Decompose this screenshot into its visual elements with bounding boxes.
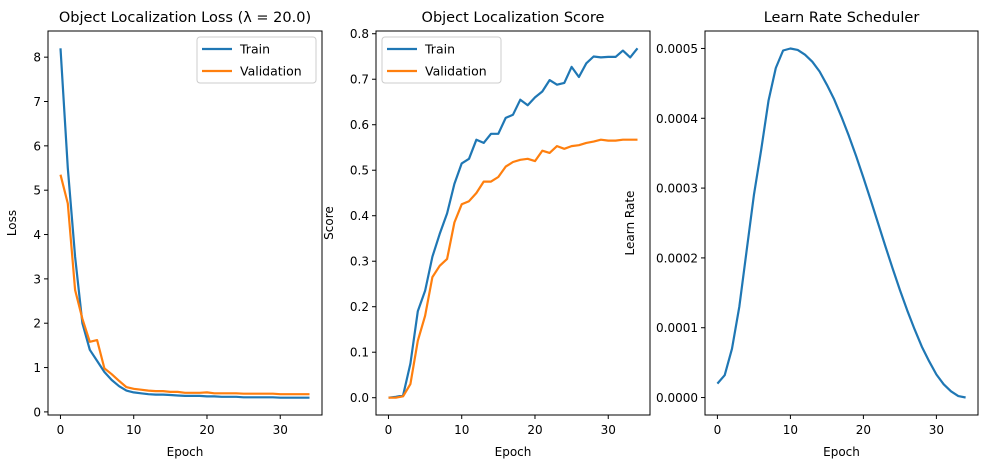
chart-title: Object Localization Loss (λ = 20.0)	[59, 10, 311, 26]
legend-label: Validation	[425, 64, 487, 79]
legend: Train Validation	[381, 36, 502, 84]
x-tick-label: 30	[273, 423, 288, 437]
series-line-validation	[59, 174, 310, 396]
y-axis-label: Learn Rate	[623, 191, 637, 256]
y-tick-label: 0.0003	[656, 182, 698, 196]
y-axis-label: Score	[322, 206, 336, 240]
y-tick-label: 0.6	[350, 118, 369, 132]
y-tick-label: 0	[33, 405, 41, 419]
y-tick-label: 0.0	[350, 391, 369, 405]
y-tick-label: 0.4	[350, 209, 369, 223]
legend-label: Train	[239, 42, 270, 57]
axes-frame	[375, 30, 651, 416]
subplot-3: Learn Rate Scheduler 0 10 20 30 0.0000 0.0001 0…	[623, 10, 979, 459]
series-line-train	[388, 47, 639, 399]
y-axis-label: Loss	[5, 210, 19, 236]
x-tick-label: 10	[783, 423, 798, 437]
y-tick-label: 2	[33, 317, 41, 331]
y-tick-label: 0.0004	[656, 112, 698, 126]
series-line-validation	[388, 138, 638, 399]
y-tick-label: 0.1	[350, 346, 369, 360]
y-tick-label: 4	[33, 228, 41, 242]
legend-label: Validation	[240, 64, 302, 79]
x-tick-label: 0	[385, 423, 393, 437]
y-tick-label: 0.3	[350, 255, 369, 269]
x-axis-label: Epoch	[823, 445, 860, 459]
x-tick-label: 30	[601, 423, 616, 437]
y-tick-label: 0.5	[350, 164, 369, 178]
subplot-2: Object Localization Score 0 10 20 30 0.0 0.1 0.…	[322, 10, 651, 459]
y-tick-label: 0.0005	[656, 42, 698, 56]
legend: Train Validation	[196, 36, 317, 84]
x-tick-label: 20	[856, 423, 871, 437]
y-tick-label: 8	[33, 51, 41, 65]
y-tick-label: 7	[33, 95, 41, 109]
y-tick-label: 0.2	[350, 300, 369, 314]
x-tick-label: 30	[929, 423, 944, 437]
y-tick-label: 5	[33, 184, 41, 198]
x-tick-label: 10	[126, 423, 141, 437]
axes-frame	[704, 30, 979, 416]
legend-label: Train	[424, 42, 455, 57]
x-tick-label: 20	[527, 423, 542, 437]
y-tick-label: 0.0000	[656, 391, 698, 405]
x-tick-label: 0	[714, 423, 722, 437]
chart-title: Learn Rate Scheduler	[764, 10, 920, 26]
chart-title: Object Localization Score	[422, 10, 605, 26]
axes-frame	[47, 30, 323, 416]
subplot-1: Object Localization Loss (λ = 20.0)0 10 20…	[5, 10, 323, 459]
x-tick-label: 10	[454, 423, 469, 437]
x-tick-label: 20	[199, 423, 214, 437]
series-line-train	[59, 48, 310, 399]
x-axis-label: Epoch	[167, 445, 204, 459]
y-tick-label: 0.0002	[656, 251, 698, 265]
y-tick-label: 0.8	[350, 27, 369, 41]
y-tick-label: 3	[33, 272, 41, 286]
x-axis-label: Epoch	[495, 445, 532, 459]
y-tick-label: 1	[33, 361, 41, 375]
series-line-learn-rate	[716, 47, 966, 399]
y-tick-label: 6	[33, 139, 41, 153]
x-tick-label: 0	[57, 423, 65, 437]
y-tick-label: 0.0001	[656, 321, 698, 335]
y-tick-label: 0.7	[350, 73, 369, 87]
